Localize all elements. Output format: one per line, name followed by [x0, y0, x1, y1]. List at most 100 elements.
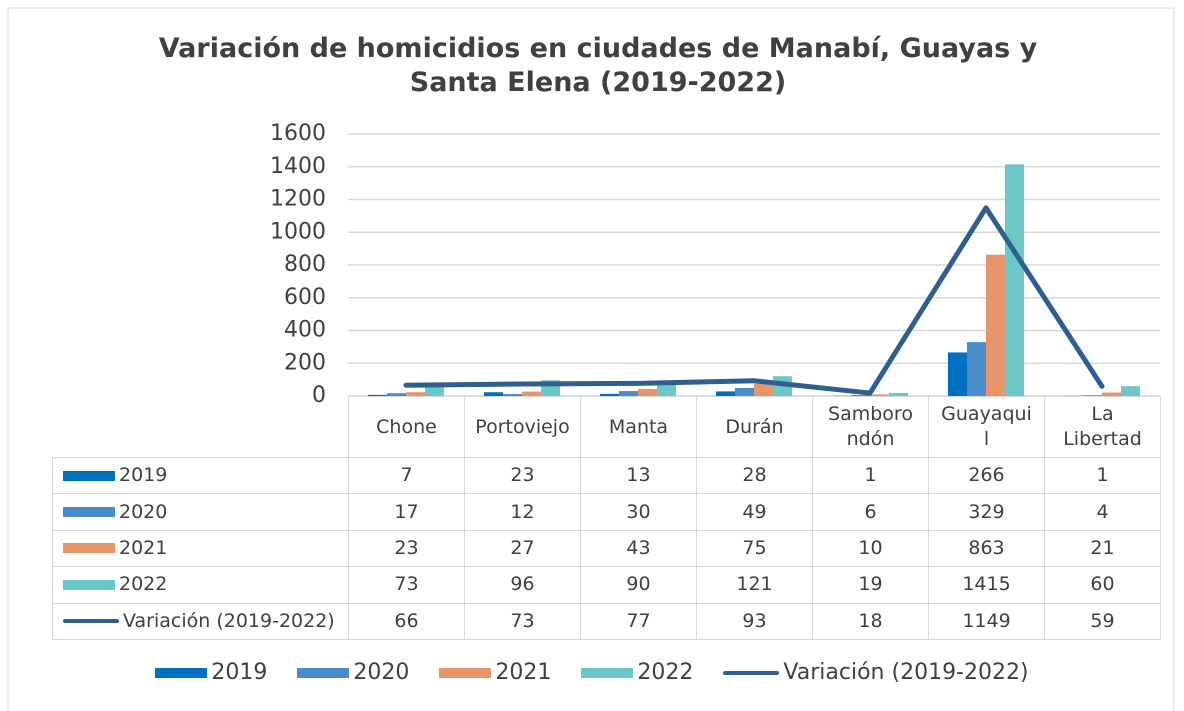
table-cell: 863 [928, 529, 1045, 568]
table-cell: 27 [464, 529, 581, 568]
y-tick-label: 1200 [270, 187, 326, 212]
table-row-label: 2022 [52, 566, 349, 604]
bar [889, 392, 908, 396]
legend-key [63, 470, 115, 481]
y-tick-label: 1600 [270, 121, 326, 146]
table-row-label: 2021 [52, 529, 349, 568]
table-row-label: 2020 [52, 493, 349, 531]
table-cell: 90 [580, 566, 697, 604]
bar [735, 387, 754, 396]
table-header: Guayaquil [928, 396, 1045, 458]
table-cell: 66 [348, 602, 465, 640]
legend-key [63, 507, 115, 518]
legend-key [155, 667, 208, 678]
table-row-label: 2019 [52, 457, 349, 495]
table-cell: 43 [580, 529, 697, 568]
y-tick-label: 1000 [270, 219, 326, 244]
table-cell: 17 [348, 493, 465, 531]
table-cell: 60 [1044, 566, 1161, 604]
chart-frame [7, 7, 1175, 711]
legend: 2019 2020 2021 2022 Variación (2019-2022) [0, 660, 1184, 685]
bar [1005, 164, 1024, 396]
bar [986, 254, 1005, 396]
legend-label: Variación (2019-2022) [783, 660, 1029, 685]
legend-key [63, 619, 119, 624]
table-cell: 73 [348, 566, 465, 604]
table-cell: 1149 [928, 602, 1045, 640]
bar [1083, 395, 1102, 396]
series-name: 2020 [119, 500, 168, 523]
bar [387, 393, 406, 396]
bar [638, 388, 657, 396]
bar [406, 392, 425, 396]
series-name: 2022 [119, 573, 168, 596]
table-header: Chone [348, 396, 465, 458]
table-cell: 93 [696, 602, 813, 640]
legend-label: 2021 [495, 660, 552, 685]
table-cell: 77 [580, 602, 697, 640]
legend-item: 2022 [581, 660, 693, 685]
bar [967, 342, 986, 396]
series-name: 2021 [119, 536, 168, 559]
legend-label: 2020 [353, 660, 410, 685]
legend-key [297, 667, 350, 678]
table-header: Durán [696, 396, 813, 458]
table-cell: 6 [812, 493, 929, 531]
legend-item: 2019 [155, 660, 267, 685]
table-cell: 75 [696, 529, 813, 568]
table-cell: 13 [580, 457, 697, 495]
legend-item: Variación (2019-2022) [723, 660, 1029, 685]
y-tick-label: 600 [284, 285, 326, 310]
table-cell: 329 [928, 493, 1045, 531]
table-header: Manta [580, 396, 697, 458]
table-cell: 23 [348, 529, 465, 568]
bar [1121, 386, 1140, 396]
table-cell: 73 [464, 602, 581, 640]
bar [851, 395, 870, 396]
table-cell: 23 [464, 457, 581, 495]
table-header: La Libertad [1044, 396, 1161, 458]
table-cell: 10 [812, 529, 929, 568]
table-row-label: Variación (2019-2022) [52, 602, 349, 640]
table-cell: 19 [812, 566, 929, 604]
table-cell: 96 [464, 566, 581, 604]
table-cell: 21 [1044, 529, 1161, 568]
table-cell: 266 [928, 457, 1045, 495]
bar [948, 352, 967, 396]
table-header: Portoviejo [464, 396, 581, 458]
legend-key [63, 579, 115, 590]
series-name: 2019 [119, 464, 168, 487]
legend-key [439, 667, 492, 678]
y-tick-label: 800 [284, 252, 326, 277]
bar [754, 383, 773, 396]
bar [716, 391, 735, 396]
bar [600, 393, 619, 396]
legend-key [63, 543, 115, 554]
line-series [403, 205, 1105, 396]
bar [522, 391, 541, 396]
series-name: Variación (2019-2022) [123, 609, 335, 632]
legend-key [723, 670, 780, 675]
bar [425, 384, 444, 396]
y-tick-label: 400 [284, 318, 326, 343]
y-tick-label: 1400 [270, 154, 326, 179]
table-cell: 4 [1044, 493, 1161, 531]
legend-label: 2022 [637, 660, 694, 685]
legend-label: 2019 [211, 660, 268, 685]
y-tick-label: 0 [312, 383, 326, 408]
table-cell: 18 [812, 602, 929, 640]
bar [484, 392, 503, 396]
table-cell: 1 [1044, 457, 1161, 495]
chart-title: Variación de homicidios en ciudades de M… [158, 33, 1038, 98]
table-header: Samborondón [812, 396, 929, 458]
table-cell: 121 [696, 566, 813, 604]
table-cell: 28 [696, 457, 813, 495]
legend-item: 2021 [439, 660, 551, 685]
table-cell: 12 [464, 493, 581, 531]
legend-item: 2020 [297, 660, 409, 685]
table-cell: 7 [348, 457, 465, 495]
bar [619, 391, 638, 396]
table-cell: 1 [812, 457, 929, 495]
